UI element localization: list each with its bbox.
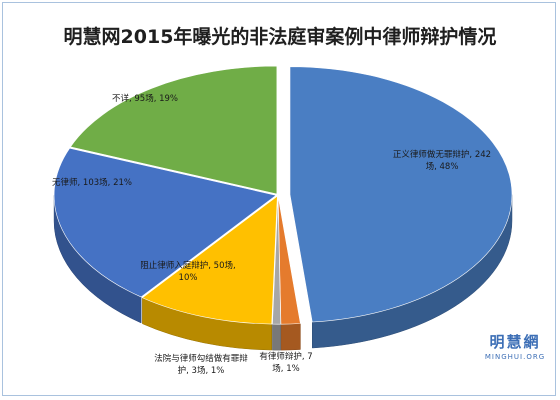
data-label-line: 护, 3场, 1% xyxy=(178,365,225,376)
data-label: 不详, 95场, 19% xyxy=(112,93,178,104)
pie-sides xyxy=(53,194,513,351)
data-label-line: 法院与律师勾结做有罪辩 xyxy=(154,353,248,364)
logo-english-text: MINGHUI.ORG xyxy=(485,353,545,361)
pie-slice xyxy=(141,195,278,325)
pie-slice xyxy=(69,65,278,195)
pie-slice xyxy=(289,66,513,323)
data-label-line: 阻止律师入庭辩护, 50场, xyxy=(140,260,235,271)
logo-chinese-text: 明慧網 xyxy=(489,333,540,351)
data-label-line: 场, 48% xyxy=(426,162,459,172)
data-label-line: 10% xyxy=(179,273,198,283)
data-label-line: 正义律师做无罪辩护, 242 xyxy=(393,149,491,160)
data-label-line: 有律师辩护, 7 xyxy=(259,351,312,362)
data-label: 法院与律师勾结做有罪辩护, 3场, 1% xyxy=(154,353,248,376)
pie-slice xyxy=(53,147,277,298)
data-label-line: 无律师, 103场, 21% xyxy=(52,177,132,188)
data-label-line: 场, 1% xyxy=(272,364,299,374)
pie-slice xyxy=(272,196,282,325)
pie-slice-side xyxy=(272,323,282,351)
data-label: 阻止律师入庭辩护, 50场, 10% xyxy=(140,260,235,283)
pie-slices xyxy=(53,65,513,325)
data-label: 无律师, 103场, 21% xyxy=(52,177,132,188)
pie-labels: 正义律师做无罪辩护, 242 场, 48% 有律师辩护, 7 场, 1% 法院与律师勾结… xyxy=(52,93,491,376)
chart-title: 明慧网2015年曝光的非法庭审案例中律师辩护情况 xyxy=(64,25,497,48)
data-label: 有律师辩护, 7 场, 1% xyxy=(259,351,312,374)
pie-slice-side xyxy=(280,323,301,351)
data-label: 正义律师做无罪辩护, 242 场, 48% xyxy=(393,149,491,172)
minghui-logo: 明慧網 MINGHUI.ORG xyxy=(485,333,545,361)
data-label-line: 不详, 95场, 19% xyxy=(112,93,178,104)
